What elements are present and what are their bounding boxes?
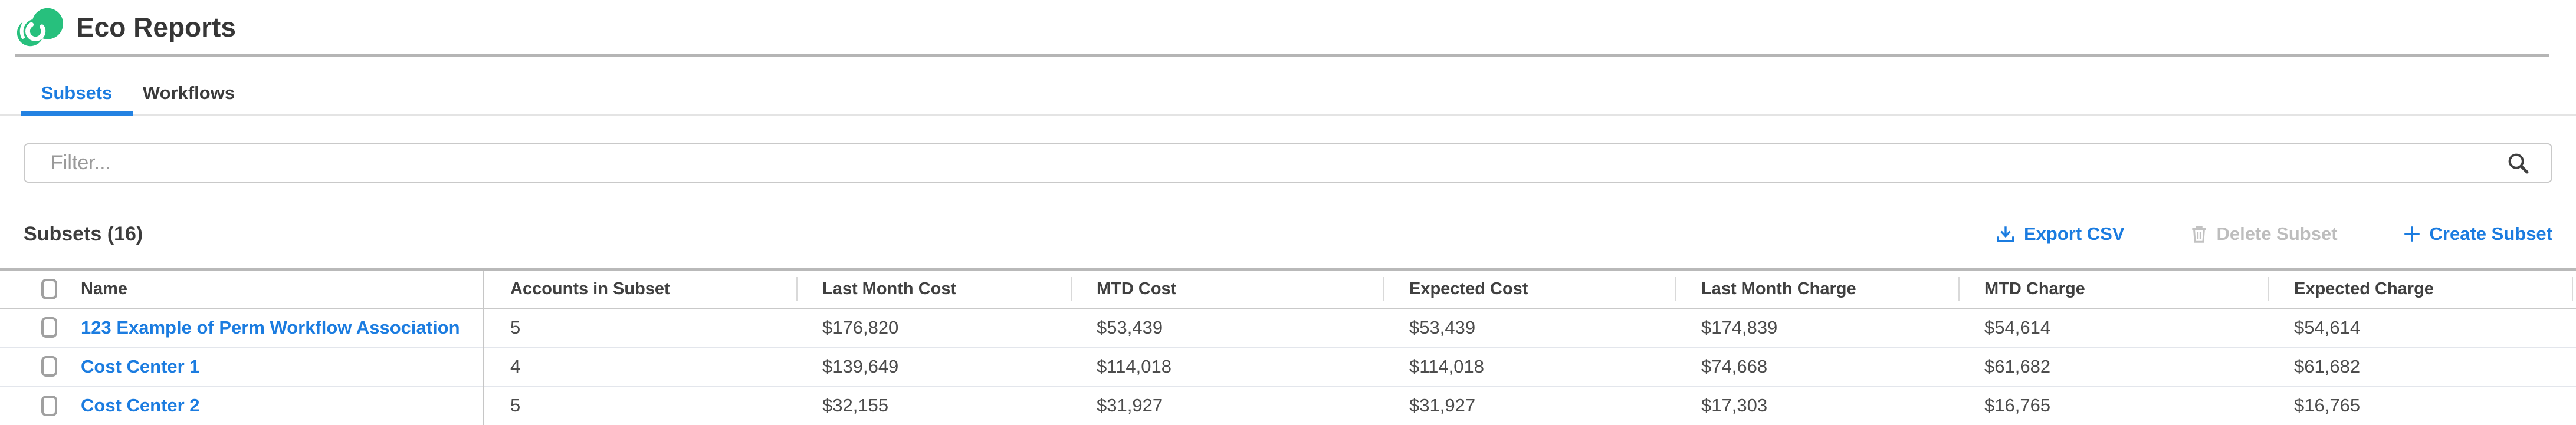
column-header-last-month-charge[interactable]: Last Month Charge [1675, 269, 1958, 309]
column-resize-handle[interactable] [796, 277, 798, 301]
subsets-table: Name Accounts in Subset Last Month Cost … [0, 268, 2576, 425]
expected-charge-cell: $16,765 [2268, 385, 2576, 425]
expected-cost-cell: $31,927 [1383, 385, 1675, 425]
column-resize-handle[interactable] [1383, 277, 1384, 301]
column-resize-handle[interactable] [2268, 277, 2269, 301]
filter-input[interactable] [24, 143, 2552, 183]
column-header-name[interactable]: Name [0, 269, 484, 309]
expected-cost-cell: $114,018 [1383, 346, 1675, 386]
column-header-label: Accounts in Subset [510, 279, 670, 298]
select-all-checkbox[interactable] [41, 278, 57, 299]
subset-name-link[interactable]: Cost Center 2 [81, 395, 200, 416]
last-month-cost-cell: $139,649 [796, 346, 1071, 386]
table-row: Cost Center 1 4 $139,649 $114,018 $114,0… [0, 346, 2576, 386]
column-header-label: MTD Charge [1984, 279, 2085, 298]
create-subset-label: Create Subset [2429, 223, 2552, 244]
tab-workflows[interactable]: Workflows [133, 72, 245, 114]
row-checkbox[interactable] [41, 395, 57, 416]
subset-name-link[interactable]: 123 Example of Perm Workflow Association [81, 317, 460, 338]
column-resize-handle[interactable] [2572, 277, 2573, 301]
mtd-charge-cell: $61,682 [1958, 346, 2268, 386]
delete-subset-button[interactable]: Delete Subset [2190, 223, 2338, 245]
delete-subset-label: Delete Subset [2216, 223, 2338, 244]
create-subset-button[interactable]: Create Subset [2403, 223, 2552, 245]
tab-subsets-label: Subsets [41, 83, 113, 103]
mtd-cost-cell: $31,927 [1071, 385, 1383, 425]
filter-bar [24, 143, 2552, 183]
table-header-row: Name Accounts in Subset Last Month Cost … [0, 269, 2576, 309]
search-icon[interactable] [2506, 151, 2530, 175]
tab-subsets[interactable]: Subsets [21, 72, 133, 116]
row-checkbox[interactable] [41, 356, 57, 377]
column-resize-handle[interactable] [1958, 277, 1960, 301]
mtd-charge-cell: $16,765 [1958, 385, 2268, 425]
column-resize-handle[interactable] [1675, 277, 1676, 301]
subset-actions: Export CSV Delete Subset Create Subset [1996, 223, 2552, 245]
column-header-label: Last Month Charge [1701, 279, 1856, 298]
expected-charge-cell: $61,682 [2268, 346, 2576, 386]
column-header-last-month-cost[interactable]: Last Month Cost [796, 269, 1071, 309]
column-header-label: Expected Cost [1409, 279, 1528, 298]
column-header-name-label: Name [81, 279, 127, 298]
accounts-in-subset-cell: 5 [510, 317, 521, 338]
last-month-cost-cell: $176,820 [822, 317, 899, 338]
column-header-accounts-in-subset[interactable]: Accounts in Subset [484, 269, 796, 309]
subsets-section-bar: Subsets (16) Export CSV Delete Subset [24, 213, 2552, 255]
tab-bar: Subsets Workflows [0, 57, 2576, 116]
plus-icon [2404, 226, 2420, 242]
last-month-cost-cell: $32,155 [796, 385, 1071, 425]
app-header: Eco Reports [0, 0, 2576, 54]
column-header-mtd-cost[interactable]: MTD Cost [1071, 269, 1383, 309]
last-month-charge-cell: $17,303 [1675, 385, 1958, 425]
column-header-expected-cost[interactable]: Expected Cost [1383, 269, 1675, 309]
row-checkbox[interactable] [41, 317, 57, 338]
column-header-label: MTD Cost [1097, 279, 1177, 298]
table-row: Cost Center 2 5 $32,155 $31,927 $31,927 … [0, 385, 2576, 425]
expected-cost-cell: $53,439 [1409, 317, 1476, 338]
column-header-label: Expected Charge [2294, 279, 2434, 298]
table-row: 123 Example of Perm Workflow Association… [0, 308, 2576, 347]
header-divider [15, 54, 2549, 57]
download-icon [1997, 226, 2014, 242]
subsets-heading: Subsets (16) [24, 222, 143, 245]
column-header-mtd-charge[interactable]: MTD Charge [1958, 269, 2268, 309]
column-header-expected-charge[interactable]: Expected Charge [2268, 269, 2576, 309]
mtd-cost-cell: $53,439 [1097, 317, 1163, 338]
expected-charge-cell: $54,614 [2294, 317, 2361, 338]
subset-name-link[interactable]: Cost Center 1 [81, 355, 200, 377]
last-month-charge-cell: $174,839 [1701, 317, 1778, 338]
column-header-label: Last Month Cost [822, 279, 957, 298]
accounts-in-subset-cell: 4 [484, 346, 796, 386]
mtd-cost-cell: $114,018 [1071, 346, 1383, 386]
page-title: Eco Reports [76, 12, 236, 42]
trash-icon [2191, 226, 2206, 243]
accounts-in-subset-cell: 5 [484, 385, 796, 425]
column-resize-handle[interactable] [1071, 277, 1072, 301]
export-csv-label: Export CSV [2023, 223, 2125, 244]
last-month-charge-cell: $74,668 [1675, 346, 1958, 386]
export-csv-button[interactable]: Export CSV [1996, 223, 2125, 245]
eco-reports-logo-icon [17, 8, 64, 47]
mtd-charge-cell: $54,614 [1984, 317, 2051, 338]
tab-workflows-label: Workflows [142, 83, 235, 103]
